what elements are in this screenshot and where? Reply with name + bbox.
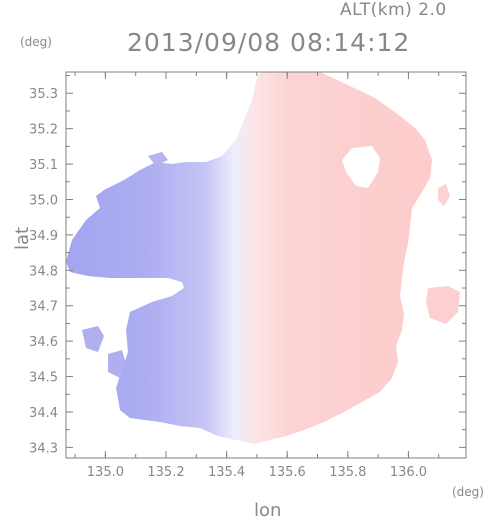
y-tick-label: 34.3 [29, 441, 58, 456]
y-tick-label: 35.3 [29, 87, 58, 102]
y-unit-label: (deg) [20, 35, 52, 49]
echo-fragment [426, 286, 460, 324]
x-tick-label: 135.6 [269, 465, 306, 480]
x-tick-label: 135.4 [208, 465, 245, 480]
echo-region [66, 72, 432, 444]
y-tick-label: 34.6 [29, 335, 58, 350]
x-unit-label: (deg) [452, 485, 484, 499]
echo-fragment [108, 350, 126, 378]
echo-fragment [438, 184, 450, 206]
y-tick-label: 34.7 [29, 300, 58, 315]
echo-fragment [148, 152, 168, 166]
x-tick-label: 135.0 [87, 465, 124, 480]
y-tick-label: 34.5 [29, 371, 58, 386]
y-tick-label: 35.1 [29, 158, 58, 173]
x-tick-label: 135.2 [147, 465, 184, 480]
y-tick-label: 34.4 [29, 406, 58, 421]
y-tick-label: 35.0 [29, 193, 58, 208]
x-axis: 135.0 135.2 135.4 135.6 135.8 136.0 [74, 72, 440, 480]
y-tick-label: 34.8 [29, 264, 58, 279]
x-axis-label: lon [254, 500, 282, 521]
timestamp-title: 2013/09/08 08:14:12 [127, 28, 411, 57]
y-axis: 34.3 34.4 34.5 34.6 34.7 34.8 34.9 35.0 35.1 35.2… [29, 75, 466, 456]
echo-fragment [82, 326, 104, 352]
velocity-field [66, 72, 460, 444]
echo-gap [342, 146, 380, 188]
y-tick-label: 35.2 [29, 123, 58, 138]
y-tick-label: 34.9 [29, 229, 58, 244]
x-tick-label: 136.0 [390, 465, 427, 480]
x-tick-label: 135.8 [329, 465, 366, 480]
plot-frame [65, 71, 467, 459]
altitude-label: ALT(km) 2.0 [340, 0, 447, 20]
